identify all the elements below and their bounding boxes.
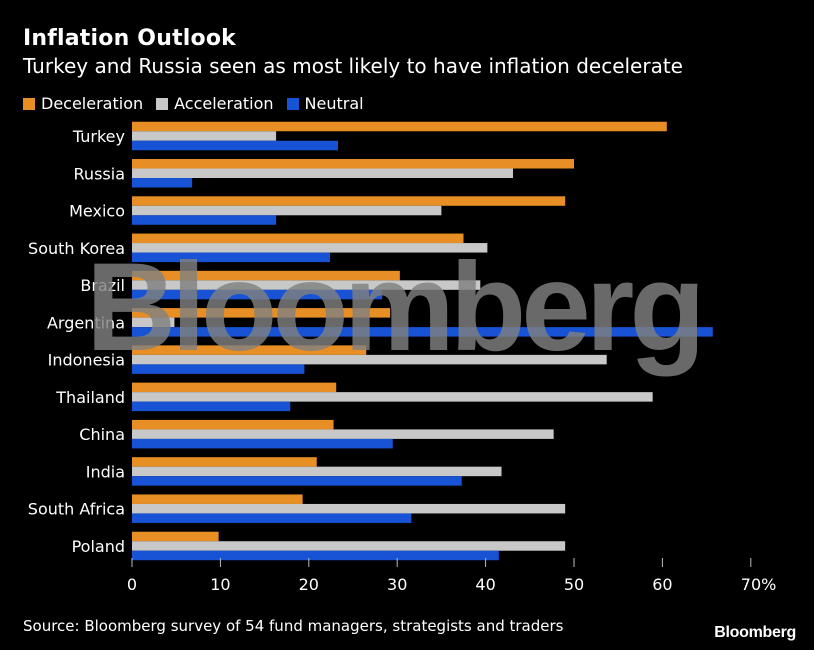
- bar-china-acceleration: [132, 429, 554, 439]
- bar-south-africa-neutral: [132, 513, 412, 523]
- legend-label-deceleration: Deceleration: [41, 94, 144, 113]
- category-label-china: China: [79, 425, 125, 444]
- x-tick-label-60: 60: [652, 575, 672, 594]
- legend-label-neutral: Neutral: [304, 94, 364, 113]
- bar-argentina-deceleration: [132, 308, 391, 318]
- bar-thailand-neutral: [132, 401, 291, 412]
- x-tick-label-50: 50: [564, 575, 584, 594]
- bar-india-acceleration: [132, 466, 502, 477]
- bar-south-africa-acceleration: [132, 503, 566, 514]
- legend-swatch-neutral: [286, 97, 299, 110]
- category-label-russia: Russia: [74, 164, 125, 183]
- bar-mexico-deceleration: [132, 196, 566, 206]
- category-label-india: India: [86, 462, 125, 481]
- bar-turkey-neutral: [132, 140, 338, 151]
- bar-south-africa-deceleration: [132, 494, 303, 504]
- bar-thailand-acceleration: [132, 392, 653, 402]
- legend-item-neutral: Neutral: [286, 94, 364, 113]
- bar-brazil-acceleration: [132, 280, 481, 290]
- x-tick-label-40: 40: [475, 575, 495, 594]
- bar-turkey-acceleration: [132, 131, 277, 141]
- chart-subtitle: Turkey and Russia seen as most likely to…: [23, 54, 683, 78]
- bar-russia-acceleration: [132, 168, 514, 179]
- category-label-south-korea: South Korea: [28, 239, 125, 258]
- category-label-south-africa: South Africa: [28, 500, 125, 519]
- bar-brazil-deceleration: [132, 270, 400, 281]
- bar-south-korea-deceleration: [132, 233, 464, 244]
- bar-russia-deceleration: [132, 159, 574, 169]
- x-tick-label-10: 10: [210, 575, 230, 594]
- bar-poland-deceleration: [132, 531, 219, 542]
- bar-mexico-acceleration: [132, 205, 442, 216]
- x-tick-label-0: 0: [127, 575, 137, 594]
- bloomberg-logo: Bloomberg: [714, 624, 796, 641]
- legend-swatch-deceleration: [23, 97, 35, 110]
- bar-brazil-neutral: [132, 289, 383, 300]
- category-label-poland: Poland: [72, 537, 125, 556]
- category-label-argentina: Argentina: [47, 313, 125, 332]
- bar-poland-acceleration: [132, 541, 566, 551]
- legend-label-acceleration: Acceleration: [174, 94, 274, 113]
- legend-swatch-acceleration: [156, 97, 169, 110]
- bar-china-neutral: [132, 438, 393, 449]
- legend-item-deceleration: Deceleration: [23, 94, 143, 113]
- legend: Deceleration Acceleration Neutral: [23, 94, 377, 113]
- x-tick-label-30: 30: [387, 575, 407, 594]
- x-tick-label-70: 70%: [741, 575, 777, 594]
- category-label-thailand: Thailand: [55, 388, 125, 407]
- bar-indonesia-neutral: [132, 364, 305, 374]
- bar-argentina-acceleration: [132, 317, 175, 328]
- bar-argentina-neutral: [132, 327, 713, 337]
- source-note: Source: Bloomberg survey of 54 fund mana…: [23, 617, 564, 635]
- category-label-brazil: Brazil: [80, 276, 125, 295]
- legend-item-acceleration: Acceleration: [156, 94, 274, 113]
- bar-turkey-deceleration: [132, 121, 667, 132]
- category-label-indonesia: Indonesia: [48, 351, 125, 370]
- x-tick-label-20: 20: [299, 575, 319, 594]
- bar-china-deceleration: [132, 419, 334, 430]
- bar-india-deceleration: [132, 457, 317, 467]
- bar-india-neutral: [132, 476, 462, 486]
- bar-indonesia-deceleration: [132, 345, 367, 355]
- bar-russia-neutral: [132, 178, 193, 188]
- bar-south-korea-neutral: [132, 252, 331, 263]
- bar-thailand-deceleration: [132, 382, 337, 393]
- bar-indonesia-acceleration: [132, 354, 607, 365]
- category-label-mexico: Mexico: [69, 202, 125, 221]
- bar-south-korea-acceleration: [132, 243, 488, 253]
- category-label-turkey: Turkey: [72, 127, 125, 146]
- bar-poland-neutral: [132, 550, 499, 561]
- bar-mexico-neutral: [132, 215, 277, 225]
- chart-title: Inflation Outlook: [23, 26, 236, 51]
